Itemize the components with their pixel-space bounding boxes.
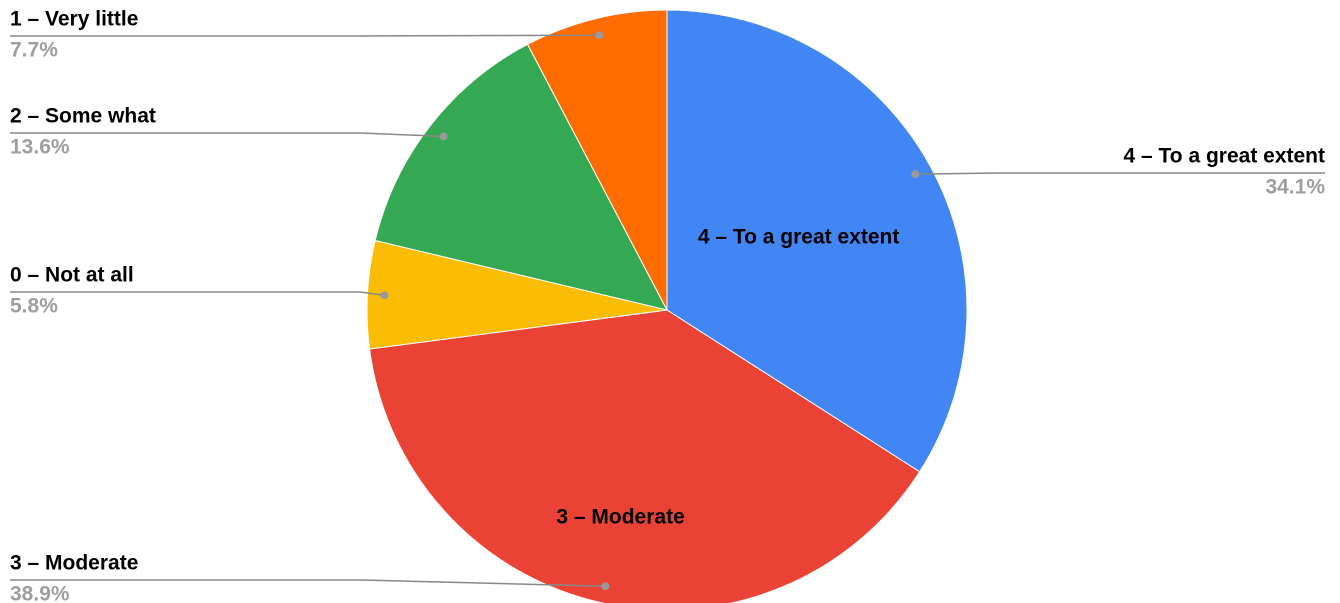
leader-line: [10, 291, 385, 297]
slice-inner-label: 4 – To a great extent: [698, 226, 900, 249]
slice-percent: 38.9%: [10, 583, 70, 603]
leader-dot: [601, 582, 610, 591]
slice-label: 0 – Not at all: [10, 264, 134, 287]
slice-percent: 34.1%: [1265, 176, 1325, 199]
pie-slice: [526, 9, 668, 311]
slice-percent: 13.6%: [10, 136, 70, 159]
slice-inner-label: 3 – Moderate: [556, 505, 684, 528]
leader-dot: [439, 132, 448, 141]
slice-label: 3 – Moderate: [10, 552, 138, 575]
pie-slice: [666, 9, 968, 473]
leader-line: [915, 172, 1325, 175]
leader-line: [10, 34, 600, 37]
leader-dot: [911, 170, 920, 179]
slice-label: 4 – To a great extent: [1123, 145, 1325, 168]
slice-label: 2 – Some what: [10, 105, 156, 128]
slice-label: 1 – Very little: [10, 8, 138, 31]
leader-line: [10, 579, 606, 587]
leader-line: [10, 132, 444, 138]
slice-percent: 5.8%: [10, 295, 58, 318]
leader-dot: [380, 291, 389, 300]
pie-slice: [374, 43, 668, 311]
slice-percent: 7.7%: [10, 39, 58, 62]
leader-dot: [595, 31, 604, 40]
